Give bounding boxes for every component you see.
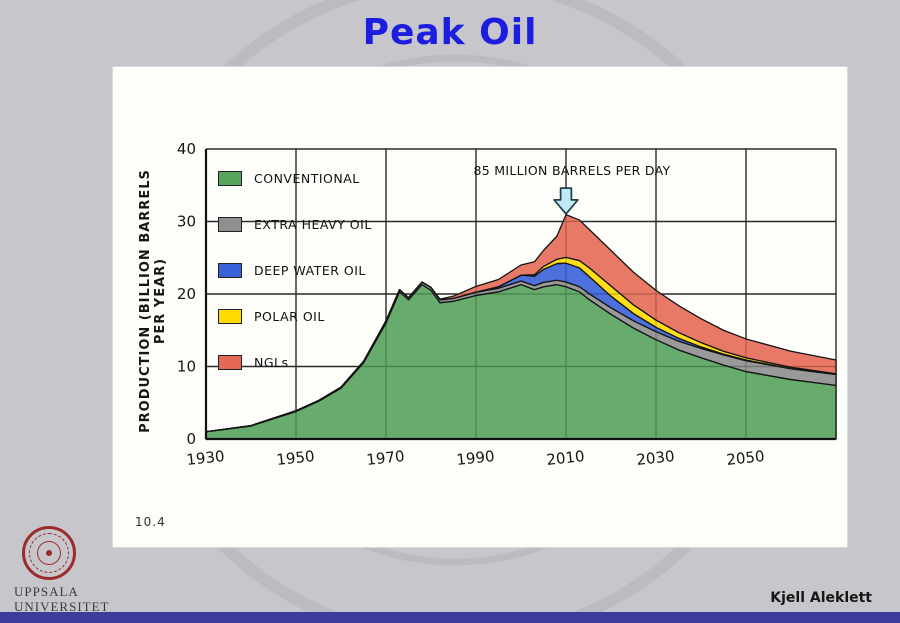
band-ngls xyxy=(205,213,837,433)
peak-annotation: 85 MILLION BARRELS PER DAY xyxy=(473,163,671,178)
legend-swatch-ngls xyxy=(218,354,242,370)
y-tick-label: 10 xyxy=(177,358,196,376)
legend-item-ngls: NGLs xyxy=(218,351,372,373)
legend-label-conventional: CONVENTIONAL xyxy=(254,170,360,186)
legend-swatch-extra-heavy-oil xyxy=(218,216,242,232)
figure-number: 10.4 xyxy=(135,515,166,529)
legend-item-extra-heavy-oil: EXTRA HEAVY OIL xyxy=(218,213,372,235)
legend-swatch-conventional xyxy=(218,170,242,186)
figure-panel: 0 10 20 30 40 1930 1950 1970 1990 2010 2030 2050 PR… xyxy=(112,66,848,548)
x-tick-label: 1970 xyxy=(366,447,406,469)
legend-label-deep-water-oil: DEEP WATER OIL xyxy=(254,262,366,278)
down-arrow-icon xyxy=(553,187,579,215)
legend-item-conventional: CONVENTIONAL xyxy=(218,167,372,189)
x-tick-label: 2050 xyxy=(726,447,766,469)
x-tick-label: 1930 xyxy=(186,447,226,469)
author-credit: Kjell Aleklett xyxy=(770,590,872,606)
legend-label-extra-heavy-oil: EXTRA HEAVY OIL xyxy=(254,216,372,232)
page-title: Peak Oil xyxy=(362,12,538,53)
x-tick-label: 2030 xyxy=(636,447,676,469)
legend-label-ngls: NGLs xyxy=(254,354,289,370)
uppsala-logo-block: UPPSALA UNIVERSITET xyxy=(14,526,124,614)
chart-legend: CONVENTIONAL EXTRA HEAVY OIL DEEP WATER … xyxy=(218,167,372,373)
logo-text-line1: UPPSALA xyxy=(14,584,79,599)
y-tick-label: 30 xyxy=(177,213,196,231)
x-tick-label: 2010 xyxy=(546,447,586,469)
legend-label-polar-oil: POLAR OIL xyxy=(254,308,325,324)
footer-bar xyxy=(0,612,900,623)
y-axis-title: PRODUCTION (BILLION BARRELS PER YEAR) xyxy=(138,169,168,433)
y-tick-label: 40 xyxy=(177,140,196,158)
legend-swatch-deep-water-oil xyxy=(218,262,242,278)
uppsala-seal-icon xyxy=(22,526,76,580)
legend-item-polar-oil: POLAR OIL xyxy=(218,305,372,327)
logo-text-line2: UNIVERSITET xyxy=(14,599,110,614)
x-tick-label: 1950 xyxy=(276,447,316,469)
legend-item-deep-water-oil: DEEP WATER OIL xyxy=(218,259,372,281)
legend-swatch-polar-oil xyxy=(218,308,242,324)
y-tick-label: 0 xyxy=(186,430,196,448)
y-tick-label: 20 xyxy=(177,285,196,303)
x-tick-label: 1990 xyxy=(456,447,496,469)
